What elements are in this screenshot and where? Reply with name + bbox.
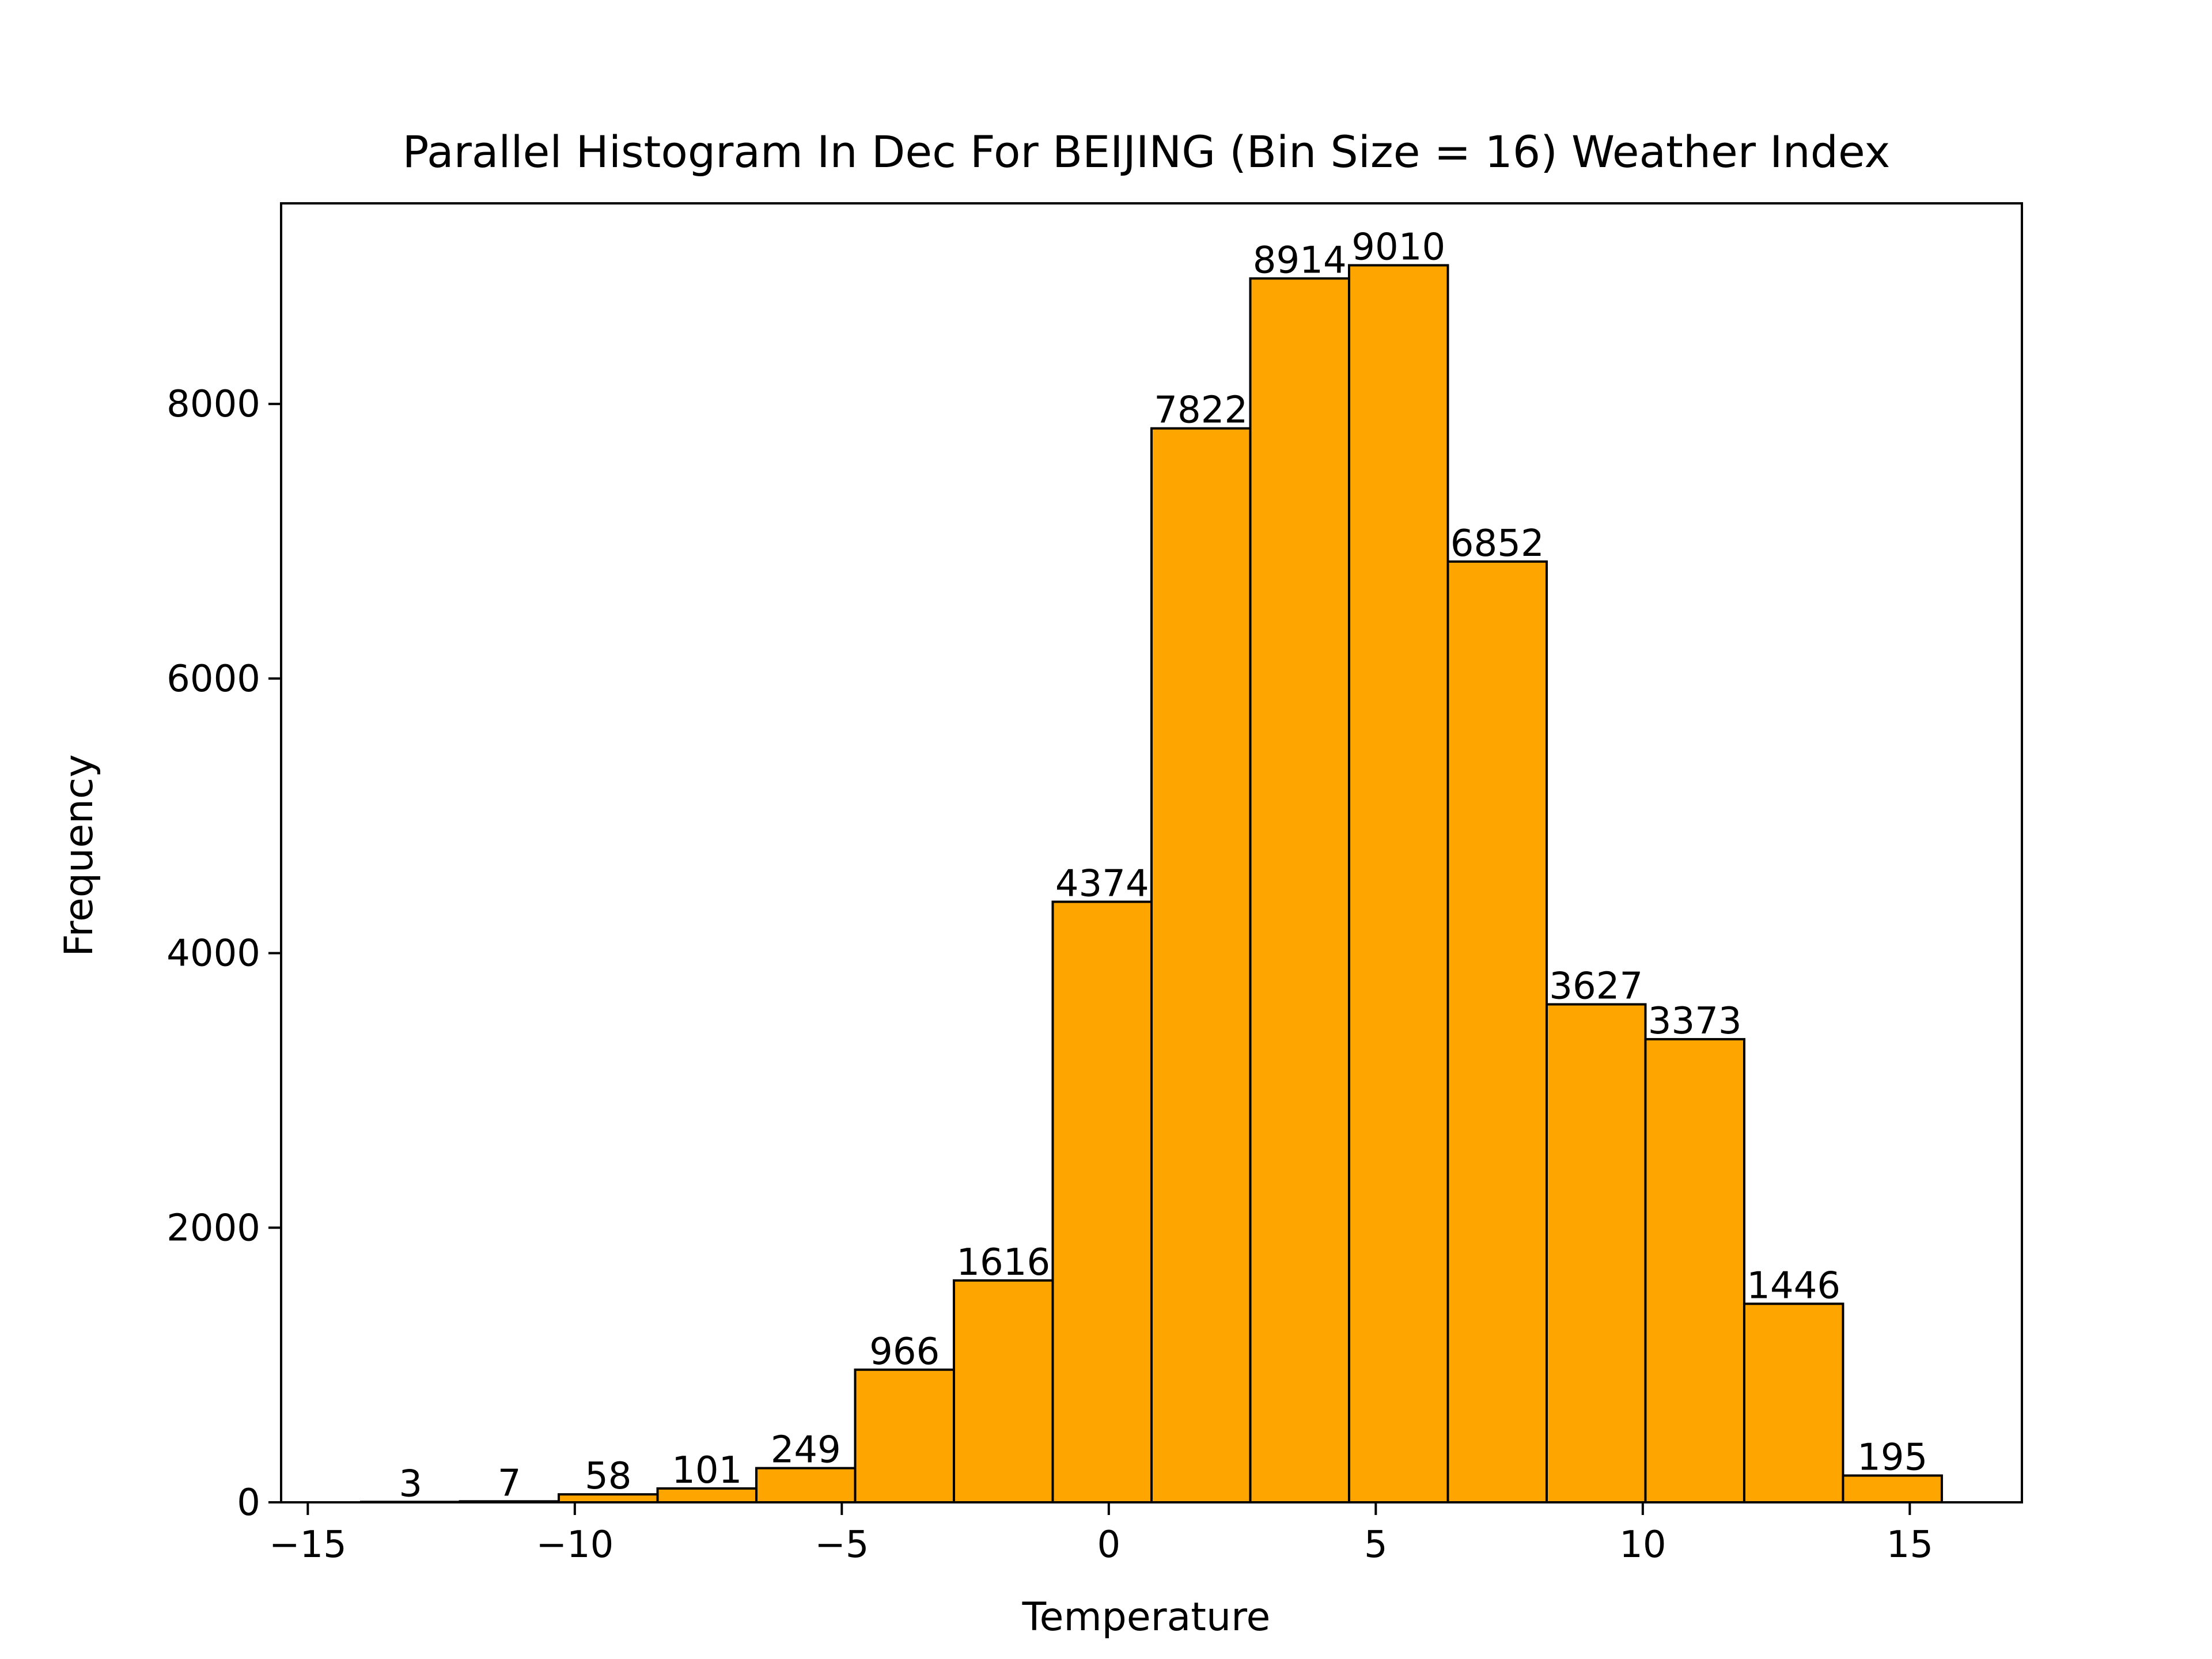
y-tick-label: 8000 [166,383,260,426]
histogram-bar [953,1279,1054,1503]
bar-value-label: 195 [1857,1437,1927,1479]
histogram-bar [1347,264,1449,1504]
bar-value-label: 9010 [1351,226,1445,268]
x-axis-label: Temperature [1022,1594,1271,1640]
bar-value-label: 8914 [1253,239,1347,282]
bar-value-label: 3 [399,1463,422,1505]
bar-value-label: 7822 [1154,389,1248,432]
histogram-bar [1842,1474,1943,1504]
histogram-bar [1446,560,1548,1503]
histogram-bar [1545,1003,1647,1503]
histogram-bar [1150,427,1252,1504]
x-tick-label: −5 [815,1524,869,1566]
bar-labels-group: 3 7 58 101 249 966 1616 4374 7822 8914 9010 6852 362… [399,226,1927,1505]
histogram-bar [1644,1038,1745,1503]
x-axis-ticks: −15 −10 −5 0 5 10 15 [269,1502,1933,1566]
chart-title: Parallel Histogram In Dec For BEIJING (B… [403,126,1891,177]
bar-value-label: 1616 [956,1241,1050,1284]
bar-value-label: 7 [498,1462,521,1505]
histogram-bar [1743,1302,1844,1503]
y-tick-label: 2000 [166,1207,260,1249]
bar-value-label: 3627 [1549,965,1643,1008]
bar-value-label: 249 [771,1429,841,1472]
x-tick-label: −15 [269,1524,347,1566]
bar-value-label: 3373 [1648,1000,1742,1043]
bars-group [360,264,1943,1504]
plot-frame [280,202,2023,1503]
y-tick-label: 6000 [166,658,260,700]
x-tick-label: −10 [536,1524,613,1566]
x-tick-label: 15 [1887,1524,1933,1566]
y-tick-label: 4000 [166,933,260,975]
histogram-bar [1249,277,1350,1504]
bar-value-label: 101 [672,1449,742,1492]
bar-value-label: 966 [869,1331,940,1373]
y-axis-ticks: 0 2000 4000 6000 8000 [166,383,281,1524]
histogram-bar [755,1467,857,1503]
y-axis-label: Frequency [56,754,102,956]
histogram-bar [854,1368,956,1503]
x-tick-label: 10 [1619,1524,1666,1566]
x-tick-label: 5 [1364,1524,1388,1566]
histogram-bar [1051,900,1153,1503]
bar-value-label: 58 [585,1455,631,1498]
x-tick-label: 0 [1097,1524,1120,1566]
bar-value-label: 6852 [1450,522,1544,565]
y-tick-label: 0 [237,1482,260,1524]
bar-value-label: 1446 [1747,1264,1840,1307]
bar-value-label: 4374 [1055,862,1149,905]
